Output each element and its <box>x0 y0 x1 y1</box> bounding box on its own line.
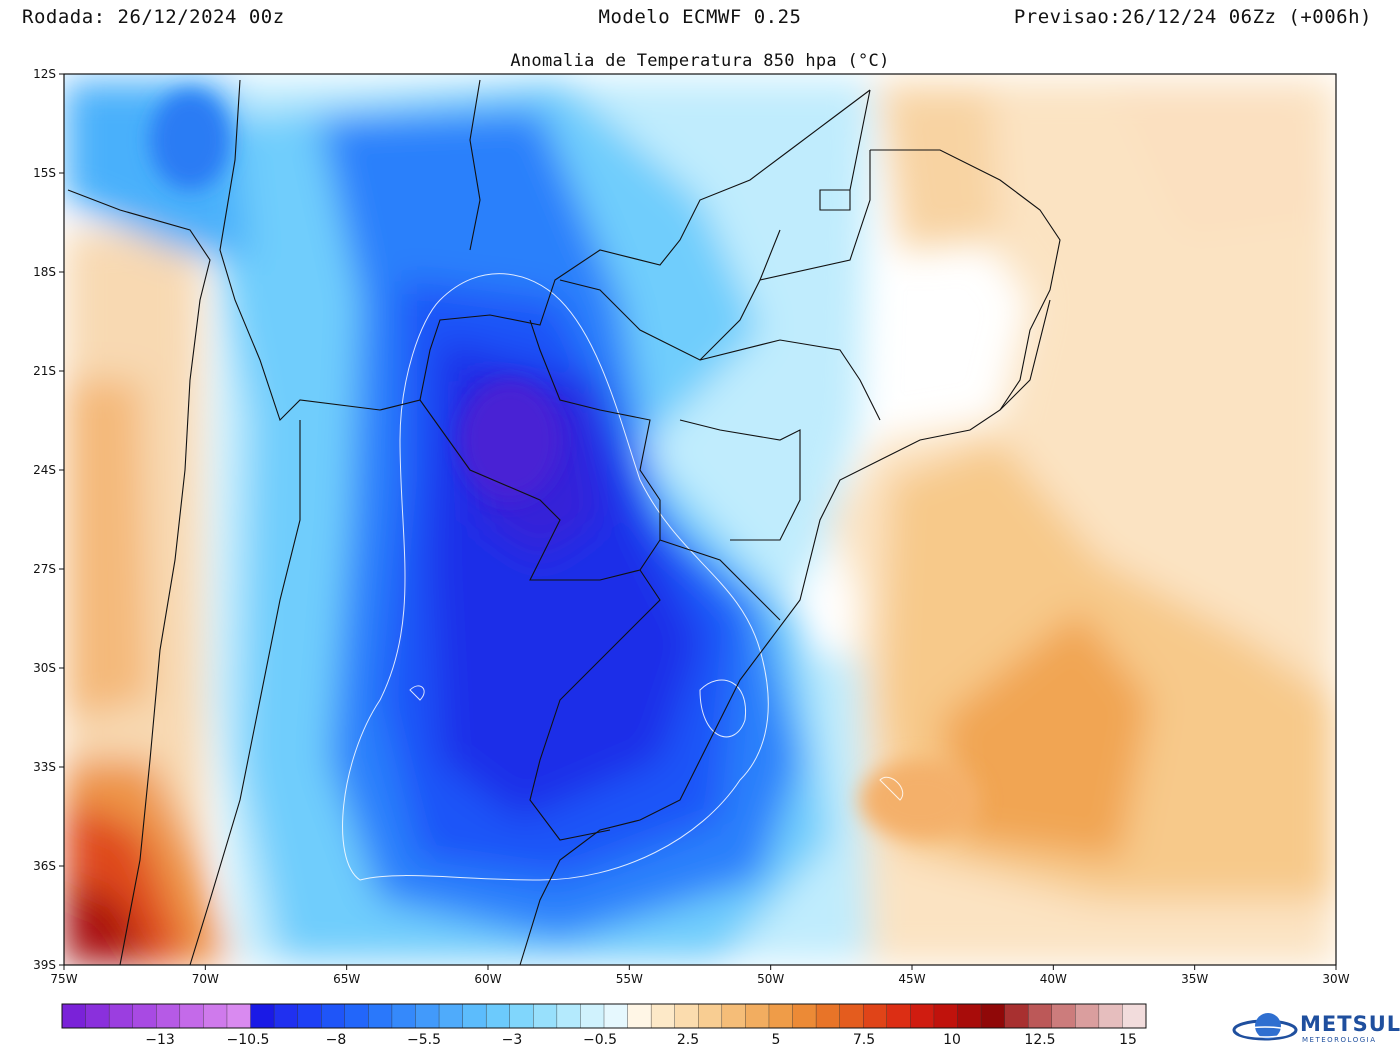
colorbar-segment <box>132 1003 157 1029</box>
colorbar-label: −13 <box>145 1032 175 1048</box>
colorbar-label: 15 <box>1119 1032 1137 1048</box>
longitude-axis: 75W 70W 65W 60W 55W 50W 45W 40W 35W 30W <box>50 965 1350 986</box>
colorbar-segment <box>462 1003 487 1029</box>
colorbar-segment <box>815 1003 841 1029</box>
colorbar-segment <box>627 1003 652 1029</box>
colorbar-segment <box>698 1003 723 1029</box>
lat-tick-label: 36S <box>33 859 56 873</box>
lat-tick-label: 39S <box>33 958 56 972</box>
country-borders <box>67 79 1061 965</box>
colorbar-label: −5.5 <box>407 1032 441 1048</box>
colorbar-segment <box>485 1003 511 1029</box>
colorbar-label: −0.5 <box>583 1032 617 1048</box>
colorbar-segment <box>509 1003 534 1029</box>
colorbar-segment <box>297 1003 322 1029</box>
run-date-label: Rodada: 26/12/2024 00z <box>22 6 285 28</box>
colorbar-segment <box>179 1003 204 1029</box>
colorbar-label: −8 <box>326 1032 347 1048</box>
metsul-logo: METSUL METEOROLOGIA <box>1232 1008 1400 1048</box>
colorbar-segment <box>415 1003 440 1029</box>
colorbar-segment <box>933 1003 958 1029</box>
colorbar-segment <box>250 1003 275 1029</box>
lon-tick-label: 45W <box>898 972 925 986</box>
lon-tick-label: 50W <box>757 972 784 986</box>
lon-tick-label: 70W <box>192 972 219 986</box>
colorbar-segment <box>957 1003 982 1029</box>
logo-subtitle: METEOROLOGIA <box>1302 1036 1377 1044</box>
colorbar-segment <box>980 1003 1006 1029</box>
colorbar-segment <box>533 1003 558 1029</box>
map-title: Anomalia de Temperatura 850 hpa (°C) <box>510 51 890 71</box>
colorbar-segment <box>108 1003 134 1029</box>
colorbar <box>61 1003 1147 1029</box>
colorbar-segment <box>674 1003 699 1029</box>
lat-tick-label: 21S <box>33 364 56 378</box>
lat-tick-label: 33S <box>33 760 56 774</box>
colorbar-segment <box>344 1003 369 1029</box>
map-frame <box>63 73 1337 966</box>
colorbar-segment <box>650 1003 676 1029</box>
colorbar-segment <box>910 1003 935 1029</box>
colorbar-segment <box>1051 1003 1076 1029</box>
colorbar-label: 5 <box>772 1032 781 1048</box>
colorbar-segment <box>203 1003 228 1029</box>
model-name-label: Modelo ECMWF 0.25 <box>598 6 802 28</box>
colorbar-segment <box>721 1003 746 1029</box>
colorbar-segment <box>1004 1003 1029 1029</box>
colorbar-label: −3 <box>502 1032 523 1048</box>
lon-tick-label: 55W <box>616 972 643 986</box>
logo-name: METSUL <box>1300 1012 1400 1036</box>
colorbar-labels: −13 −10.5 −8 −5.5 −3 −0.5 2.5 5 7.5 10 12.5 15 <box>145 1032 1137 1048</box>
colorbar-label: 10 <box>943 1032 961 1048</box>
lon-tick-label: 35W <box>1181 972 1208 986</box>
lon-tick-label: 75W <box>50 972 77 986</box>
colorbar-segment <box>391 1003 416 1029</box>
colorbar-segment <box>156 1003 181 1029</box>
colorbar-segment <box>321 1003 346 1029</box>
colorbar-segment <box>1098 1003 1123 1029</box>
colorbar-segment <box>1122 1003 1147 1029</box>
contour-lines <box>342 273 903 881</box>
colorbar-segment <box>580 1003 605 1029</box>
colorbar-segment <box>886 1003 911 1029</box>
colorbar-label: −10.5 <box>227 1032 270 1048</box>
anomaly-field <box>64 74 1336 965</box>
colorbar-segment <box>85 1003 110 1029</box>
forecast-time-label: Previsao:26/12/24 06Zz (+006h) <box>1013 6 1372 28</box>
lat-tick-label: 12S <box>33 67 56 81</box>
lon-tick-label: 30W <box>1322 972 1349 986</box>
lon-tick-label: 65W <box>333 972 360 986</box>
lon-tick-label: 60W <box>474 972 501 986</box>
colorbar-frame <box>61 1003 1147 1029</box>
colorbar-segment <box>226 1003 252 1029</box>
lat-tick-label: 15S <box>33 166 56 180</box>
colorbar-segment <box>61 1003 87 1029</box>
globe-icon <box>1232 1013 1298 1041</box>
latitude-axis: 12S 15S 18S 21S 24S 27S 30S 33S 36S 39S <box>33 67 64 972</box>
colorbar-segment <box>556 1003 581 1029</box>
colorbar-segment <box>745 1003 770 1029</box>
colorbar-label: 12.5 <box>1024 1032 1055 1048</box>
lat-tick-label: 27S <box>33 562 56 576</box>
colorbar-segment <box>792 1003 817 1029</box>
lat-tick-label: 24S <box>33 463 56 477</box>
colorbar-segment <box>368 1003 393 1029</box>
colorbar-label: 2.5 <box>677 1032 699 1048</box>
colorbar-segment <box>768 1003 794 1029</box>
lon-tick-label: 40W <box>1040 972 1067 986</box>
colorbar-segment <box>839 1003 864 1029</box>
lat-tick-label: 30S <box>33 661 56 675</box>
colorbar-segment <box>603 1003 629 1029</box>
colorbar-segment <box>863 1003 888 1029</box>
colorbar-segment <box>1027 1003 1053 1029</box>
colorbar-segment <box>1075 1003 1100 1029</box>
colorbar-label: 7.5 <box>853 1032 875 1048</box>
colorbar-segment <box>273 1003 299 1029</box>
lat-tick-label: 18S <box>33 265 56 279</box>
colorbar-segment <box>438 1003 464 1029</box>
